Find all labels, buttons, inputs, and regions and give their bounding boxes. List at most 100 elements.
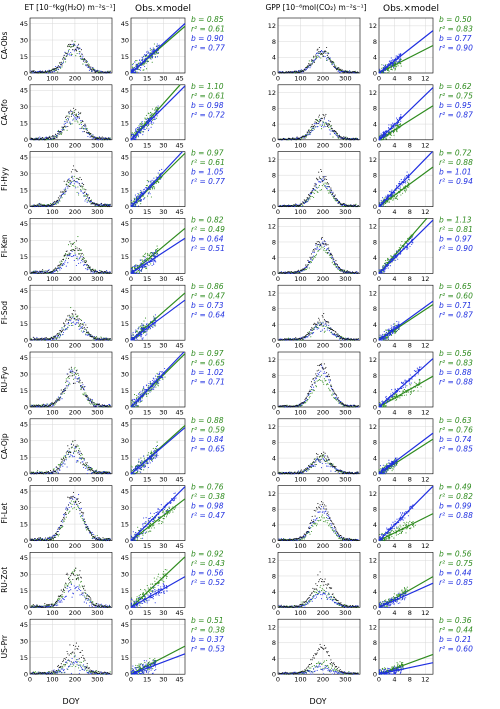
regression-line-model_b bbox=[378, 87, 434, 141]
point-model_b bbox=[76, 180, 78, 183]
point-model_a bbox=[86, 200, 88, 202]
point-model_b bbox=[139, 59, 141, 61]
point-obs bbox=[313, 250, 315, 252]
point-model_b bbox=[91, 70, 93, 72]
point-model_a bbox=[382, 204, 384, 206]
point-model_b bbox=[131, 199, 133, 201]
point-model_b bbox=[135, 265, 137, 267]
point-model_a bbox=[408, 182, 410, 184]
point-obs bbox=[101, 137, 103, 139]
point-obs bbox=[340, 68, 342, 70]
point-model_b bbox=[392, 256, 394, 258]
point-obs bbox=[42, 137, 44, 139]
tick-label-y: 4 bbox=[373, 254, 377, 262]
point-model_a bbox=[67, 115, 69, 117]
point-obs bbox=[307, 259, 309, 261]
tick-label-x: 0 bbox=[276, 275, 280, 283]
point-model_b bbox=[388, 126, 390, 129]
point-obs bbox=[70, 180, 72, 182]
stat-b-model-a: b = 0.82 bbox=[191, 215, 224, 224]
point-model_b bbox=[141, 56, 143, 58]
point-obs bbox=[51, 205, 53, 207]
point-obs bbox=[309, 195, 311, 197]
point-model_a bbox=[145, 267, 148, 269]
point-model_b bbox=[135, 71, 137, 73]
point-model_b bbox=[324, 55, 326, 58]
point-model_a bbox=[76, 120, 78, 122]
point-model_a bbox=[396, 195, 398, 197]
point-obs bbox=[72, 111, 74, 113]
point-obs bbox=[328, 124, 330, 126]
point-model_b bbox=[338, 268, 340, 270]
point-model_b bbox=[64, 261, 66, 263]
point-obs bbox=[296, 271, 298, 273]
point-model_a bbox=[64, 193, 66, 196]
point-obs bbox=[320, 245, 322, 247]
point-obs bbox=[316, 49, 318, 51]
stat-b-model-a: b = 0.97 bbox=[191, 149, 224, 158]
tick-label-x: 12 bbox=[421, 275, 429, 283]
point-obs bbox=[103, 72, 105, 74]
point-model_b bbox=[142, 57, 144, 59]
point-obs bbox=[329, 120, 331, 122]
point-model_b bbox=[331, 191, 333, 193]
point-obs bbox=[47, 70, 49, 72]
point-obs bbox=[85, 260, 88, 262]
point-model_b bbox=[130, 203, 132, 205]
point-model_a bbox=[320, 189, 323, 191]
point-model_a bbox=[150, 196, 152, 198]
point-obs bbox=[332, 192, 334, 194]
point-model_b bbox=[136, 197, 138, 199]
point-model_b bbox=[77, 259, 79, 261]
panel-frame bbox=[277, 151, 361, 207]
point-model_a bbox=[147, 254, 149, 256]
point-model_b bbox=[135, 65, 137, 67]
point-model_b bbox=[382, 132, 384, 134]
point-obs bbox=[313, 187, 315, 190]
point-model_b bbox=[85, 198, 87, 201]
point-model_a bbox=[156, 117, 158, 119]
point-model_b bbox=[328, 120, 330, 122]
point-model_b bbox=[142, 134, 144, 136]
point-obs bbox=[79, 51, 81, 53]
point-model_a bbox=[387, 258, 390, 260]
point-model_a bbox=[57, 337, 59, 339]
point-model_b bbox=[147, 118, 149, 120]
point-model_b bbox=[63, 263, 65, 265]
point-obs bbox=[64, 58, 66, 60]
point-obs bbox=[316, 119, 318, 121]
point-model_b bbox=[92, 270, 94, 273]
point-model_b bbox=[318, 56, 320, 58]
point-obs bbox=[80, 112, 82, 114]
point-model_a bbox=[75, 246, 77, 248]
point-model_a bbox=[331, 262, 333, 264]
tick-label-x: 200 bbox=[317, 208, 329, 216]
point-obs bbox=[327, 244, 329, 246]
point-obs bbox=[67, 46, 69, 48]
point-model_b bbox=[134, 71, 136, 73]
site-label: FI-Hyy bbox=[0, 167, 9, 191]
point-model_b bbox=[60, 267, 62, 269]
point-model_b bbox=[400, 120, 402, 122]
point-model_b bbox=[142, 63, 144, 65]
point-obs bbox=[33, 205, 35, 207]
point-obs bbox=[328, 56, 330, 58]
point-model_b bbox=[404, 176, 406, 178]
point-model_a bbox=[109, 137, 111, 139]
point-obs bbox=[62, 56, 65, 58]
point-obs bbox=[331, 128, 333, 130]
point-model_a bbox=[390, 68, 392, 70]
point-obs bbox=[107, 71, 109, 73]
point-model_b bbox=[325, 52, 327, 54]
point-model_b bbox=[141, 58, 143, 60]
stat-r2-model-a: r² = 0.49 bbox=[191, 225, 225, 234]
point-model_b bbox=[139, 195, 141, 197]
point-obs bbox=[309, 131, 311, 134]
point-obs bbox=[57, 66, 59, 69]
point-model_b bbox=[397, 250, 399, 252]
point-model_b bbox=[380, 199, 382, 201]
point-model_b bbox=[158, 44, 160, 46]
point-model_a bbox=[329, 257, 331, 259]
